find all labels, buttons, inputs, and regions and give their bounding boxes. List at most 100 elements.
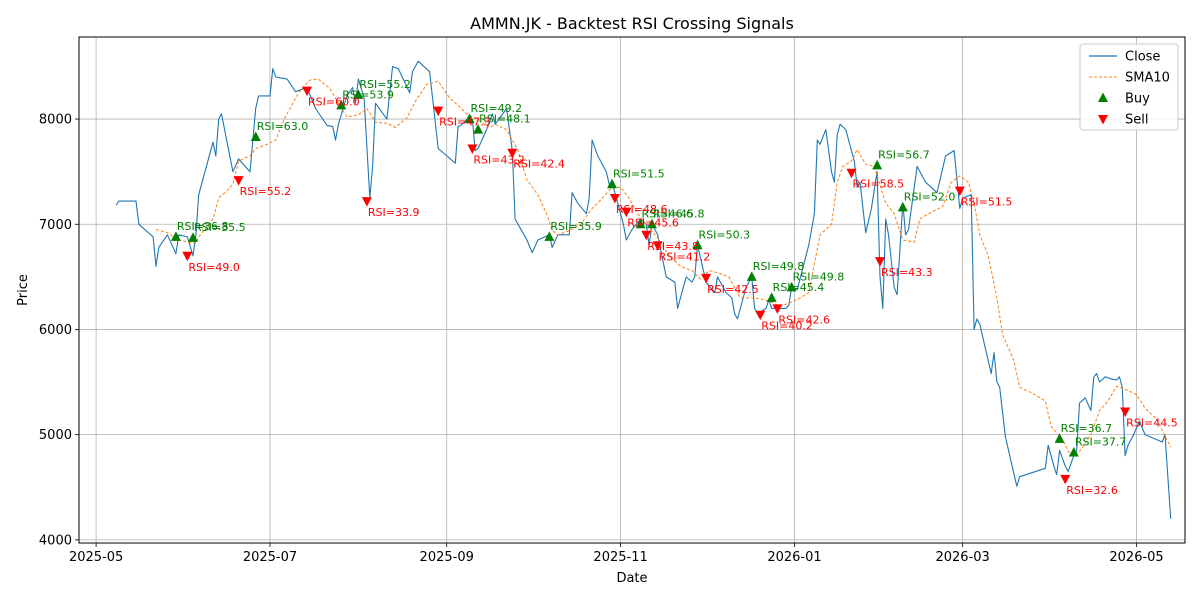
buy-marker [1068, 447, 1079, 457]
sell-marker [701, 273, 712, 284]
sell-marker [652, 241, 663, 251]
sell-label: RSI=42.6 [778, 313, 830, 326]
buy-marker [353, 89, 364, 99]
buy-label: RSI=49.8 [793, 270, 845, 283]
buy-label: RSI=49.2 [471, 102, 523, 115]
legend: Close SMA10 Buy Sell [1079, 43, 1179, 131]
y-tick-label: 6000 [39, 323, 72, 338]
buy-label: RSI=52.0 [904, 190, 956, 203]
buy-label: RSI=35.9 [550, 220, 602, 233]
buy-marker [464, 113, 475, 124]
sell-marker [954, 186, 965, 197]
legend-box [1079, 43, 1179, 131]
sell-label: RSI=47.3 [439, 116, 491, 129]
chart-title: AMMN.JK - Backtest RSI Crossing Signals [470, 14, 794, 33]
buy-marker [473, 124, 484, 134]
legend-sell-label: Sell [1125, 113, 1148, 128]
buy-marker [336, 99, 347, 110]
buy-label: RSI=45.8 [653, 207, 705, 220]
buy-label: RSI=49.8 [753, 260, 805, 273]
y-tick-label: 5000 [39, 428, 72, 443]
buy-marker [188, 232, 199, 242]
sell-marker [1120, 407, 1131, 418]
x-tick-label: 2025-07 [243, 550, 297, 565]
sell-marker [772, 304, 783, 314]
buy-label: RSI=36.7 [1061, 422, 1113, 435]
plot-frame [78, 36, 1186, 544]
buy-marker [646, 218, 657, 229]
buy-marker [766, 292, 777, 302]
plot-area [115, 60, 1172, 519]
legend-sma-label: SMA10 [1125, 71, 1170, 86]
sell-label: RSI=60.0 [308, 96, 360, 109]
buy-label: RSI=36.8 [177, 220, 229, 233]
sell-marker [433, 106, 444, 117]
legend-sell-swatch [1098, 115, 1108, 125]
x-tick-label: 2025-05 [69, 550, 123, 565]
sell-marker [1060, 474, 1071, 485]
sell-marker [874, 257, 885, 267]
sell-marker [609, 193, 620, 204]
x-axis-label: Date [616, 571, 647, 586]
x-tick-label: 2026-05 [1109, 550, 1163, 565]
sell-label: RSI=42.4 [513, 158, 565, 171]
buy-label: RSI=46.6 [642, 207, 694, 220]
y-tick-label: 7000 [39, 218, 72, 233]
legend-buy-label: Buy [1125, 92, 1150, 107]
buy-label: RSI=63.0 [257, 120, 309, 133]
buy-label: RSI=37.7 [1075, 436, 1127, 449]
sell-label: RSI=51.5 [961, 196, 1013, 209]
buy-marker [544, 231, 555, 241]
sma10-line [155, 78, 1172, 457]
sell-marker [507, 148, 518, 159]
buy-marker [607, 178, 618, 189]
sell-marker [182, 251, 193, 262]
buy-marker [1054, 433, 1065, 443]
buy-label: RSI=51.5 [613, 167, 665, 180]
sell-marker [641, 230, 652, 241]
sell-marker [846, 168, 857, 179]
buy-marker [692, 239, 703, 250]
x-tick-label: 2025-09 [420, 550, 474, 565]
x-tick-label: 2026-01 [767, 550, 821, 565]
sell-label: RSI=49.0 [188, 261, 240, 274]
sell-marker [233, 176, 244, 186]
sell-label: RSI=42.5 [707, 283, 759, 296]
sell-label: RSI=58.5 [852, 178, 904, 191]
sell-label: RSI=40.2 [761, 320, 813, 333]
sell-label: RSI=55.2 [240, 185, 292, 198]
buy-marker [897, 201, 908, 212]
buy-label: RSI=50.3 [699, 228, 751, 241]
close-line [115, 60, 1172, 519]
y-tick-label: 4000 [39, 533, 72, 548]
buy-marker [786, 281, 797, 292]
sell-label: RSI=48.6 [616, 203, 668, 216]
x-tick-label: 2025-11 [593, 550, 647, 565]
buy-label: RSI=35.5 [194, 221, 246, 234]
buy-label: RSI=48.1 [479, 113, 531, 126]
buy-marker [635, 218, 646, 229]
signal-markers: RSI=36.8RSI=35.5RSI=63.0RSI=53.9RSI=55.2… [170, 78, 1178, 497]
sell-marker [302, 86, 313, 97]
buy-marker [250, 131, 261, 141]
sell-label: RSI=43.3 [881, 266, 933, 279]
sell-label: RSI=41.2 [659, 250, 711, 263]
sell-marker [467, 144, 478, 155]
axis-ticks: 2025-05 2025-07 2025-09 2025-11 2026-01 2026-… [39, 113, 1164, 565]
sell-label: RSI=44.5 [1126, 417, 1178, 430]
sell-label: RSI=32.6 [1066, 484, 1118, 497]
y-tick-label: 8000 [39, 113, 72, 128]
sell-marker [621, 207, 632, 218]
buy-label: RSI=45.4 [773, 281, 825, 294]
sell-marker [755, 310, 766, 321]
legend-close-label: Close [1125, 50, 1160, 65]
buy-label: RSI=56.7 [878, 148, 930, 161]
sell-label: RSI=33.9 [368, 206, 420, 219]
buy-label: RSI=55.2 [359, 78, 411, 91]
buy-marker [170, 231, 181, 241]
legend-buy-swatch [1098, 92, 1108, 102]
buy-marker [872, 159, 883, 170]
x-tick-label: 2026-03 [935, 550, 989, 565]
